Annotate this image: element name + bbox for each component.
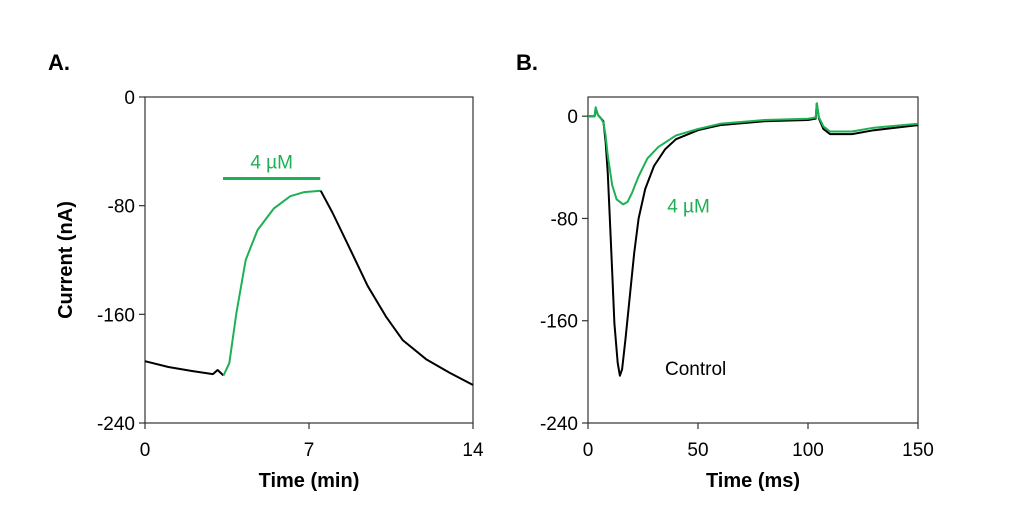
y-tick-label: -240: [540, 414, 578, 435]
x-tick-label: 0: [140, 440, 151, 461]
series-line-control: [588, 102, 919, 377]
x-axis-label: Time (min): [259, 470, 360, 492]
x-tick-label: 50: [687, 440, 708, 461]
y-tick-label: 0: [567, 107, 578, 128]
y-tick-label: 0: [124, 88, 135, 109]
y-tick-label: -80: [108, 197, 135, 218]
x-tick-label: 7: [304, 440, 315, 461]
x-tick-label: 150: [902, 440, 934, 461]
plot-frame: [587, 96, 919, 424]
annotation-label: Control: [665, 359, 726, 380]
series-line-control: [319, 190, 474, 386]
x-tick-label: 14: [462, 440, 484, 461]
series-line-treated: [222, 189, 321, 376]
y-tick-label: -240: [97, 414, 135, 435]
panel-a: A. 0 7 14 0 -80 -160 -240 Time (min) Current (nA)…: [48, 50, 484, 492]
x-tick-label: 0: [583, 440, 594, 461]
y-tick-label: -80: [551, 209, 578, 230]
panel-label: A.: [48, 50, 70, 75]
series-line-control: [144, 360, 225, 377]
x-tick-label: 100: [792, 440, 824, 461]
y-axis-label: Current (nA): [55, 201, 77, 319]
plot-frame: [144, 96, 474, 424]
annotation-label: 4 µM: [667, 197, 710, 218]
annotation-label: 4 µM: [250, 153, 293, 174]
panel-b: B. 0 50 100 150 0 -80 -160 -240 Time (ms) 4 µM Cont…: [516, 50, 934, 492]
x-axis-label: Time (ms): [706, 470, 800, 492]
y-tick-label: -160: [97, 305, 135, 326]
panel-label: B.: [516, 50, 538, 75]
series-line-treated: [588, 102, 919, 206]
y-tick-label: -160: [540, 312, 578, 333]
